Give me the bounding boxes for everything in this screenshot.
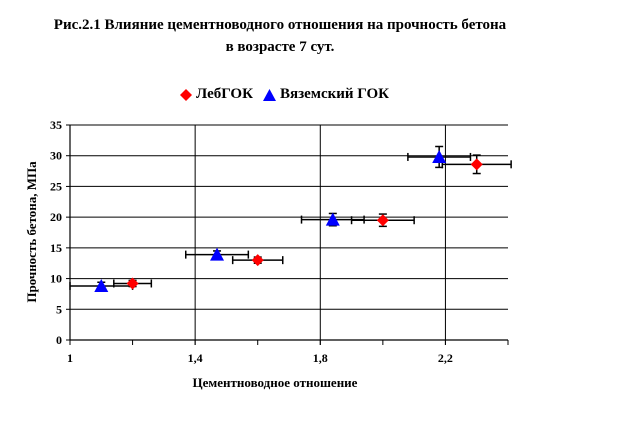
chart-title-line1: Рис.2.1 Влияние цементноводного отношени…	[53, 17, 507, 33]
data-point-diamond	[251, 254, 264, 267]
legend-item-lebgok: ЛебГОК	[180, 86, 253, 103]
triangle-marker-icon	[262, 88, 276, 101]
data-point-triangle	[325, 212, 340, 226]
axes	[66, 124, 509, 345]
y-tick-label: 30	[50, 149, 62, 163]
data-point-diamond	[470, 158, 483, 171]
x-tick-label: 2,2	[438, 351, 453, 365]
x-axis-title: Цементноводное отношение	[193, 375, 358, 390]
data-point-triangle	[432, 149, 447, 163]
diamond-marker-icon	[180, 88, 192, 101]
legend: ЛебГОК Вяземский ГОК	[180, 86, 399, 103]
x-tick-label: 1,8	[313, 351, 328, 365]
x-tick-label: 1,4	[188, 351, 203, 365]
legend-item-vyazemsky: Вяземский ГОК	[262, 86, 390, 103]
data-point-diamond	[376, 214, 389, 227]
tick-labels: 0 5 10 15 20 25 30 35 1 1,4 1,8 2,2	[50, 118, 453, 365]
x-tick-label: 1	[67, 351, 73, 365]
y-tick-label: 25	[50, 179, 62, 193]
y-tick-label: 0	[56, 333, 62, 347]
legend-label-lebgok: ЛебГОК	[196, 86, 253, 102]
data-markers	[94, 149, 483, 292]
data-point-diamond	[126, 277, 139, 290]
legend-label-vyazemsky: Вяземский ГОК	[279, 86, 390, 102]
chart-title-line2: в возрасте 7 сут.	[225, 39, 335, 55]
y-tick-label: 15	[50, 241, 62, 255]
data-point-triangle	[94, 278, 109, 292]
data-point-triangle	[210, 247, 225, 261]
y-tick-label: 10	[50, 272, 62, 286]
y-tick-label: 20	[50, 210, 62, 224]
y-axis-title: Прочность бетона, МПа	[24, 161, 39, 303]
y-tick-label: 35	[50, 118, 62, 132]
y-tick-label: 5	[56, 302, 62, 316]
